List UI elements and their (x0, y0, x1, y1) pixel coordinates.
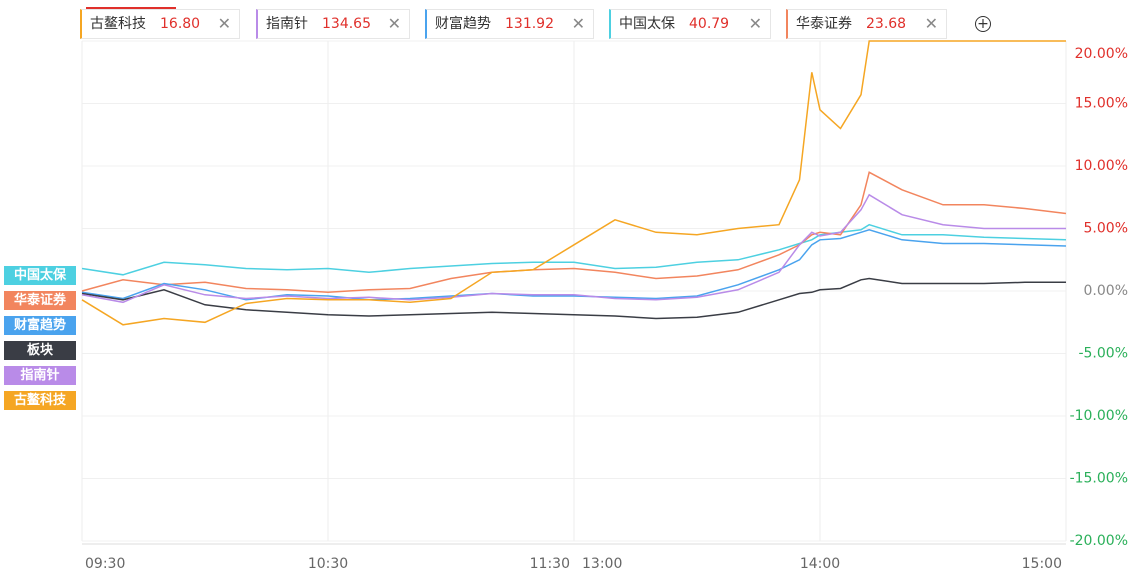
tab-name: 古鳌科技 (90, 16, 146, 32)
legend-item: 中国太保 (4, 266, 76, 285)
tab-name: 指南针 (266, 16, 308, 32)
close-icon[interactable]: ✕ (924, 14, 938, 33)
add-button[interactable]: + (975, 16, 991, 32)
stock-tab[interactable]: 中国太保 40.79 ✕ (609, 9, 771, 39)
stock-tab[interactable]: 华泰证券 23.68 ✕ (786, 9, 947, 39)
legend-item: 华泰证券 (4, 291, 76, 310)
tab-price: 134.65 (322, 16, 371, 32)
y-tick-label: -20.00% (1070, 533, 1128, 549)
close-icon[interactable]: ✕ (748, 14, 762, 33)
legend-item: 板块 (4, 341, 76, 360)
x-tick-label: 13:00 (582, 556, 622, 572)
x-tick-label: 09:30 (85, 556, 125, 572)
x-tick-label: 10:30 (308, 556, 348, 572)
stock-tab[interactable]: 指南针 134.65 ✕ (256, 9, 410, 39)
stock-tab[interactable]: 财富趋势 131.92 ✕ (425, 9, 594, 39)
tab-name: 财富趋势 (435, 16, 491, 32)
x-tick-label: 11:30 (530, 556, 570, 572)
series-line (81, 171, 1067, 294)
y-tick-label: -5.00% (1078, 346, 1128, 362)
y-tick-label: -15.00% (1070, 471, 1128, 487)
y-tick-label: -10.00% (1070, 408, 1128, 424)
series-line (81, 40, 1066, 326)
legend-item: 财富趋势 (4, 316, 76, 335)
series-line (81, 229, 1067, 301)
tab-name: 华泰证券 (796, 16, 852, 32)
series-line (81, 193, 1066, 304)
legend-item: 古鳌科技 (4, 391, 76, 410)
y-tick-label: 20.00% (1075, 46, 1128, 62)
y-tick-label: 15.00% (1075, 96, 1128, 112)
x-tick-label: 15:00 (1022, 556, 1062, 572)
close-icon[interactable]: ✕ (217, 14, 231, 33)
tab-price: 131.92 (505, 16, 554, 32)
legend-item: 指南针 (4, 366, 76, 385)
tab-price: 23.68 (866, 16, 907, 32)
tab-price: 16.80 (160, 16, 201, 32)
tab-name: 中国太保 (619, 16, 675, 32)
tab-bar: 古鳌科技 16.80 ✕ 指南针 134.65 ✕ 财富趋势 131.92 ✕ 中国太保 40.79… (0, 0, 1142, 44)
close-icon[interactable]: ✕ (571, 14, 585, 33)
stock-tab[interactable]: 古鳌科技 16.80 ✕ (80, 7, 240, 39)
x-tick-label: 14:00 (800, 556, 840, 572)
legend: 中国太保华泰证券财富趋势板块指南针古鳌科技 (4, 266, 76, 416)
y-tick-label: 10.00% (1075, 158, 1128, 174)
series-line (81, 277, 1066, 320)
series-line (81, 223, 1067, 276)
tab-price: 40.79 (689, 16, 730, 32)
y-tick-label: 0.00% (1084, 283, 1128, 299)
y-tick-label: 5.00% (1084, 221, 1128, 237)
close-icon[interactable]: ✕ (387, 14, 401, 33)
